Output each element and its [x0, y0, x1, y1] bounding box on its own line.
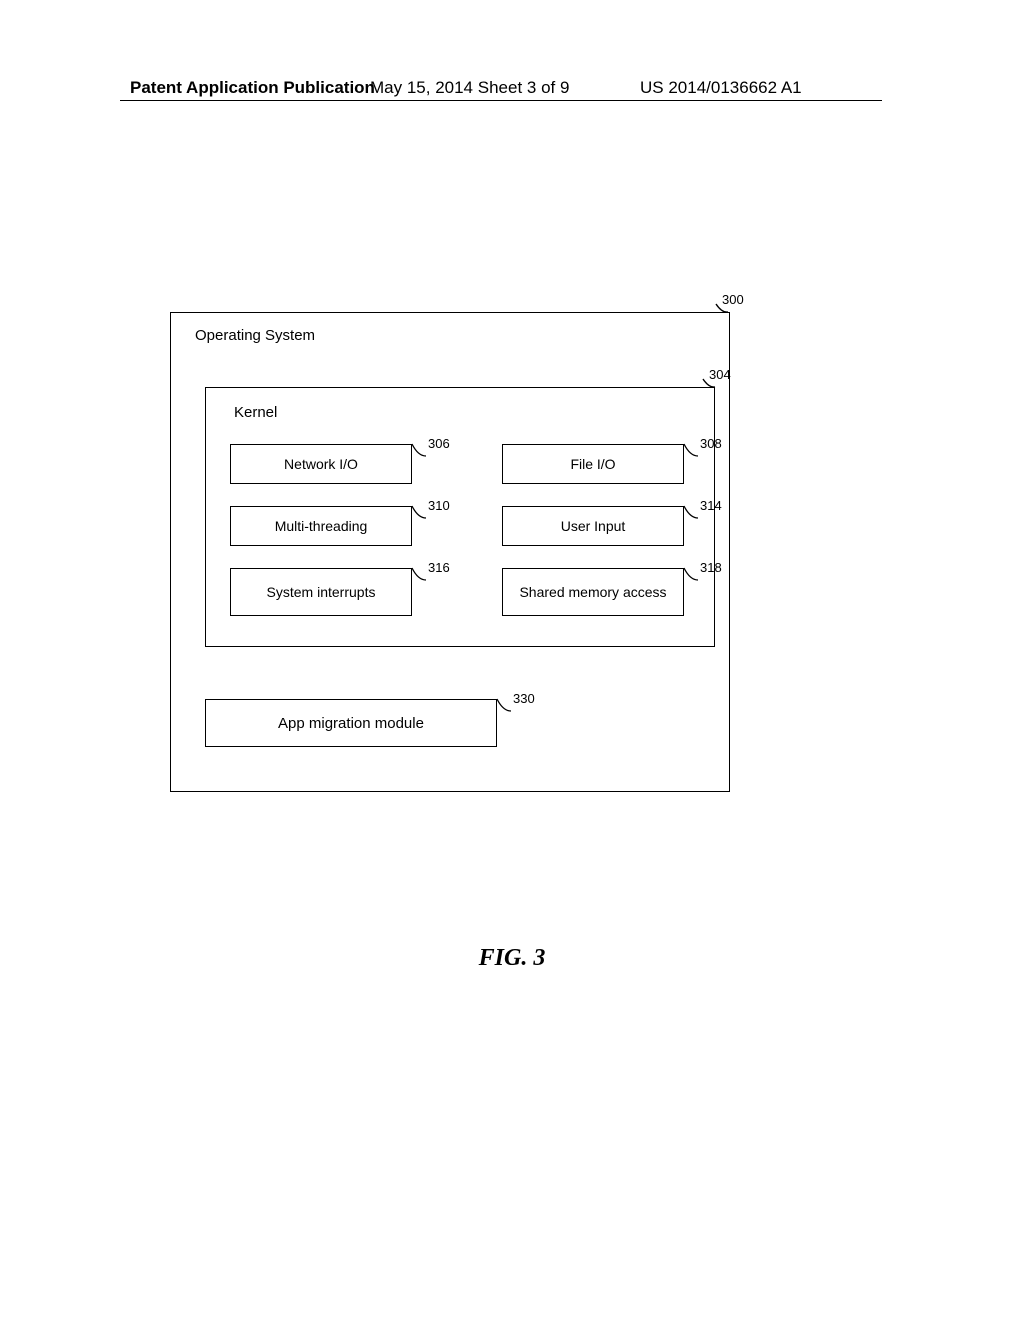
header-left: Patent Application Publication: [130, 78, 375, 98]
kernel-label: Kernel: [234, 404, 277, 421]
lead-314: [684, 506, 704, 522]
kernel-item-shared-memory: Shared memory access: [502, 568, 684, 616]
lead-306: [412, 444, 432, 460]
kernel-box: Kernel Network I/O File I/O Multi-thread…: [205, 387, 715, 647]
kernel-item-multi-threading: Multi-threading: [230, 506, 412, 546]
kernel-item-system-interrupts: System interrupts: [230, 568, 412, 616]
kernel-item-label: Network I/O: [284, 456, 358, 472]
kernel-item-network-io: Network I/O: [230, 444, 412, 484]
kernel-item-label: Shared memory access: [519, 584, 666, 600]
lead-316: [412, 568, 432, 584]
figure-caption: FIG. 3: [0, 945, 1024, 972]
header-rule: [120, 100, 882, 101]
kernel-item-label: File I/O: [570, 456, 615, 472]
kernel-item-label: System interrupts: [267, 584, 376, 600]
kernel-item-label: User Input: [561, 518, 626, 534]
header-center: May 15, 2014 Sheet 3 of 9: [370, 78, 569, 98]
app-migration-box: App migration module: [205, 699, 497, 747]
kernel-item-file-io: File I/O: [502, 444, 684, 484]
figure-3: 300 Operating System 304 Kernel Network …: [170, 300, 730, 800]
operating-system-label: Operating System: [195, 327, 315, 344]
lead-310: [412, 506, 432, 522]
kernel-item-label: Multi-threading: [275, 518, 368, 534]
lead-308: [684, 444, 704, 460]
lead-330: [497, 699, 517, 715]
header-right: US 2014/0136662 A1: [640, 78, 802, 98]
kernel-item-user-input: User Input: [502, 506, 684, 546]
lead-318: [684, 568, 704, 584]
page: Patent Application Publication May 15, 2…: [0, 0, 1024, 1320]
app-migration-label: App migration module: [278, 715, 424, 732]
operating-system-box: Operating System 304 Kernel Network I/O …: [170, 312, 730, 792]
